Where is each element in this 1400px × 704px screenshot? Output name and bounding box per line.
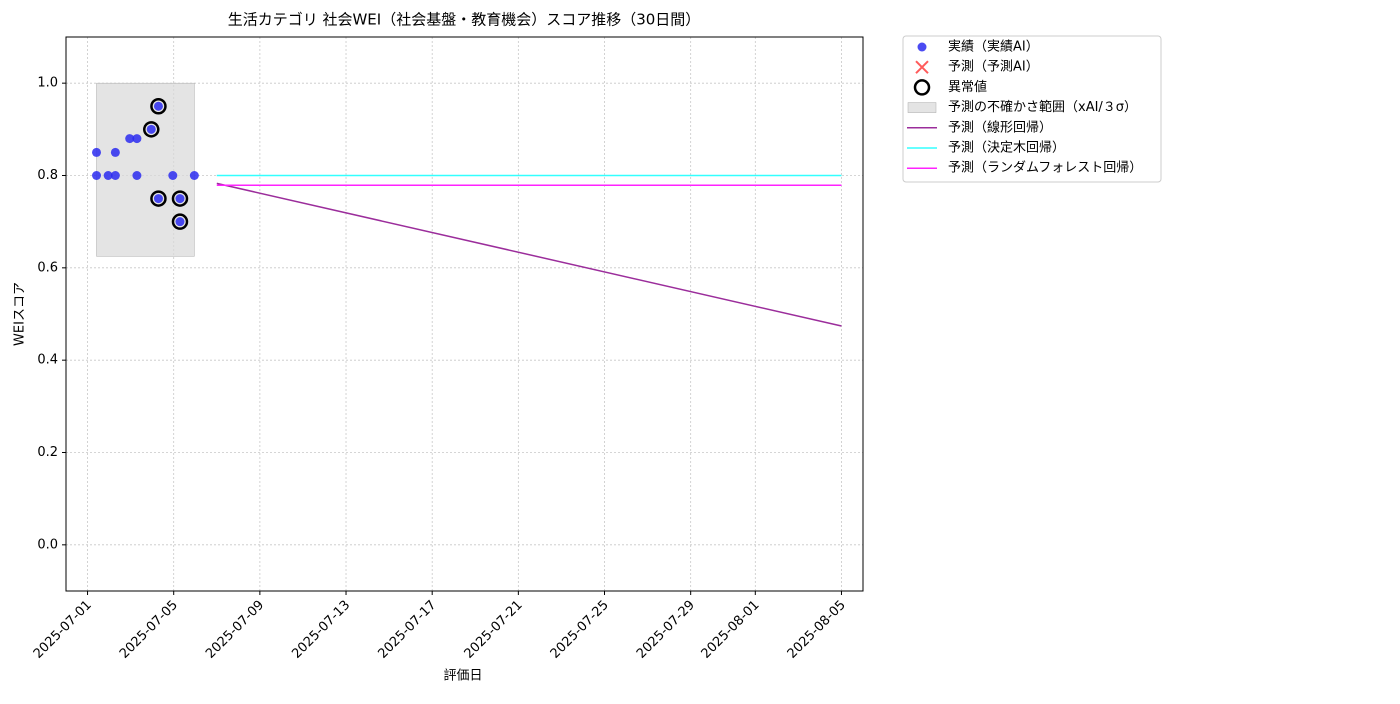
point [189, 171, 199, 180]
line [216, 182, 842, 327]
legend-label: 予測（線形回帰） [948, 119, 1052, 135]
x-tick-label: 2025-07-21 [462, 598, 526, 662]
point [110, 171, 120, 180]
point [110, 147, 120, 157]
x-marker [915, 60, 929, 74]
x-tick-label: 2025-07-13 [289, 598, 353, 662]
y-tick-label: 0.0 [37, 537, 58, 552]
legend-box [902, 35, 1162, 183]
point [125, 134, 135, 144]
point [917, 42, 927, 52]
point [168, 171, 178, 180]
outlier [171, 213, 189, 230]
x-stroke [915, 60, 929, 74]
y-tick-label: 1.0 [37, 76, 58, 91]
outlier [150, 190, 167, 207]
legend-label: 予測（決定木回帰） [948, 140, 1065, 156]
y-tick-label: 0.4 [37, 353, 58, 368]
outlier [150, 98, 167, 115]
point [153, 194, 163, 204]
point [153, 101, 163, 111]
point [146, 124, 156, 134]
point [132, 134, 142, 144]
x-tick-label: 2025-07-17 [375, 598, 439, 662]
y-tick-label: 0.8 [37, 168, 58, 183]
y-axis-label: WEIスコア [13, 282, 28, 346]
chart-title: 生活カテゴリ 社会WEI（社会基盤・教育機会）スコア推移（30日間） [228, 11, 701, 29]
x-tick-label: 2025-07-09 [203, 598, 267, 662]
outlier [171, 190, 189, 207]
point [175, 217, 185, 227]
x-tick-label: 2025-08-05 [785, 598, 849, 662]
outlier [143, 121, 160, 138]
legend-label: 予測の不確かさ範囲（xAI/３σ） [948, 99, 1137, 115]
point [132, 171, 142, 180]
x-tick-label: 2025-08-01 [699, 598, 763, 662]
y-tick-label: 0.2 [37, 445, 58, 460]
plot-frame [65, 36, 864, 592]
outlier [913, 79, 931, 96]
legend-label: 予測（予測AI） [948, 60, 1039, 75]
point [103, 171, 113, 180]
legend-label: 実績（実績AI） [948, 39, 1039, 55]
uncertainty-band [96, 82, 195, 257]
point [92, 147, 102, 157]
point [175, 194, 185, 204]
legend-patch [907, 102, 937, 113]
legend-label: 予測（ランダムフォレスト回帰） [948, 160, 1142, 176]
x-tick-label: 2025-07-01 [31, 598, 95, 662]
legend-label: 異常値 [948, 79, 987, 95]
x-tick-label: 2025-07-29 [634, 598, 698, 662]
x-axis-label: 評価日 [443, 669, 482, 684]
x-tick-label: 2025-07-05 [117, 598, 181, 662]
y-tick-label: 0.6 [37, 260, 58, 275]
point [92, 171, 102, 180]
x-tick-label: 2025-07-25 [548, 598, 612, 662]
